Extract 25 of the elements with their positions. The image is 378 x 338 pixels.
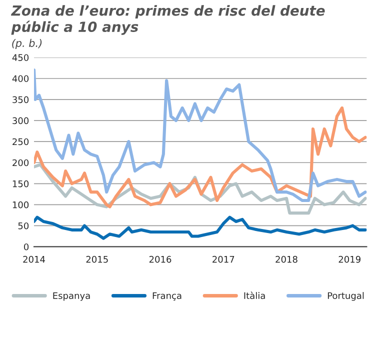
y-tick-label: 300: [12, 117, 29, 124]
y-tick-label: 450: [12, 54, 29, 62]
legend-label: França: [152, 292, 182, 301]
line-series: [34, 68, 367, 202]
y-axis-title: (p. b.): [12, 38, 42, 50]
chart-title: Zona de l’euro: primes de risc del deute públic a 10 anys: [10, 5, 325, 35]
y-tick-label: 100: [12, 201, 29, 208]
legend-label: Espanya: [53, 292, 90, 301]
legend-label: Itàlia: [244, 292, 265, 300]
x-tick-label: 2014: [23, 256, 45, 263]
y-tick-label: 50: [18, 222, 29, 230]
x-tick-label: 2017: [212, 256, 234, 263]
x-tick-label: 2016: [149, 256, 172, 263]
y-tick-label: 150: [12, 180, 29, 188]
y-tick-label: 0: [24, 243, 29, 250]
x-tick-label: 2019: [338, 256, 360, 263]
x-tick-label: 2018: [276, 256, 298, 263]
x-tick-label: 2015: [86, 256, 108, 263]
line-series: [34, 106, 367, 208]
y-tick-label: 350: [12, 96, 29, 104]
y-tick-label: 250: [12, 138, 29, 146]
line-series: [34, 216, 367, 240]
y-tick-label: 400: [12, 75, 29, 82]
legend-label: Portugal: [328, 292, 364, 301]
y-tick-label: 200: [12, 159, 29, 166]
